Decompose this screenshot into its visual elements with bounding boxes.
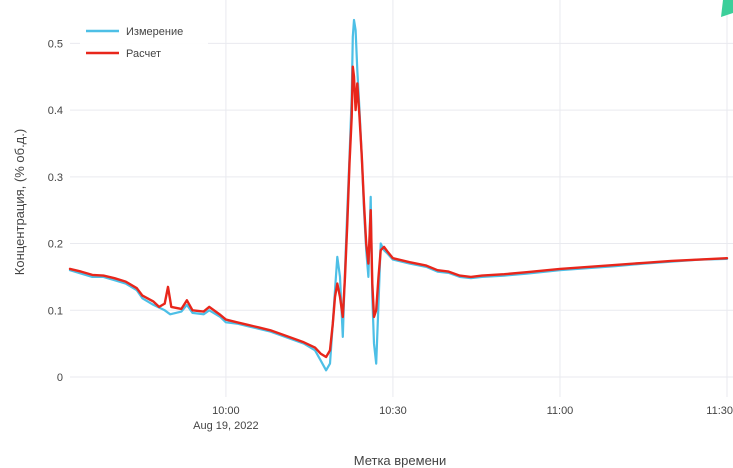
y-tick-label: 0.2 — [48, 239, 63, 251]
series-layer — [68, 18, 729, 372]
y-axis-title: Концентрация, (% об.д.) — [12, 129, 27, 275]
legend-label-calculation[interactable]: Расчет — [126, 48, 161, 60]
legend[interactable]: Измерение Расчет — [80, 13, 208, 71]
y-tick-label: 0.5 — [48, 38, 63, 50]
x-tick-label: 10:30 — [379, 405, 407, 417]
legend-box — [80, 13, 208, 71]
series-line-calculation[interactable] — [68, 65, 729, 359]
grid — [70, 0, 733, 397]
y-tick-label: 0.4 — [48, 105, 63, 117]
legend-label-measurement[interactable]: Измерение — [126, 26, 183, 38]
x-axis-title: Метка времени — [354, 453, 447, 468]
y-axis: 0 0.1 0.2 0.3 0.4 0.5 — [48, 38, 63, 384]
corner-accent-arrow — [721, 0, 733, 17]
y-tick-label: 0 — [57, 372, 63, 384]
x-axis: 10:00 Aug 19, 2022 10:30 11:00 11:30 — [193, 405, 733, 432]
x-tick-label: 11:30 — [706, 405, 733, 417]
x-tick-sublabel: Aug 19, 2022 — [193, 420, 258, 432]
y-tick-label: 0.1 — [48, 305, 63, 317]
y-tick-label: 0.3 — [48, 172, 63, 184]
x-tick-label: 11:00 — [547, 405, 574, 417]
x-tick-label: 10:00 — [212, 405, 240, 417]
